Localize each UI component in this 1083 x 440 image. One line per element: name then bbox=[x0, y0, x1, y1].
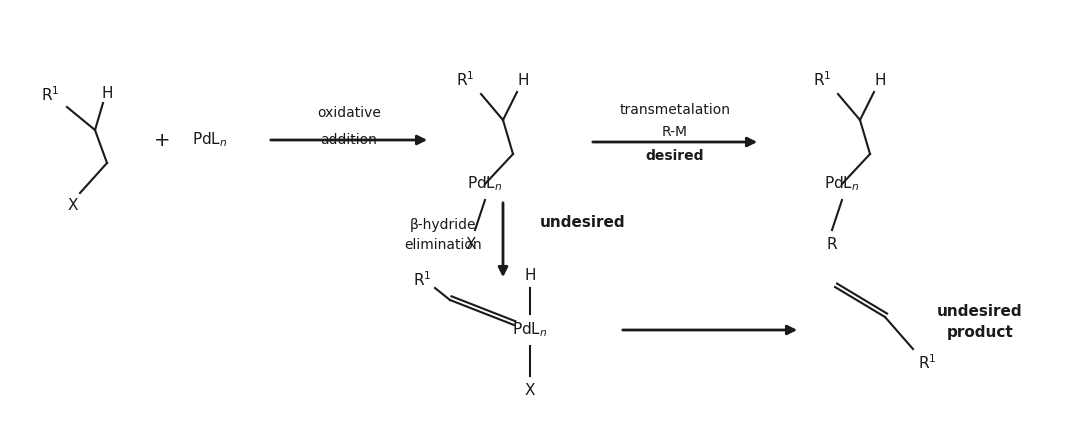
Text: β-hydride: β-hydride bbox=[409, 218, 477, 232]
Text: R$^1$: R$^1$ bbox=[917, 354, 936, 372]
Text: R$^1$: R$^1$ bbox=[413, 271, 431, 290]
Text: undesired: undesired bbox=[937, 304, 1022, 319]
Text: R-M: R-M bbox=[662, 125, 688, 139]
Text: elimination: elimination bbox=[404, 238, 482, 252]
Text: R$^1$: R$^1$ bbox=[456, 71, 474, 89]
Text: R$^1$: R$^1$ bbox=[41, 86, 60, 104]
Text: transmetalation: transmetalation bbox=[619, 103, 731, 117]
Text: H: H bbox=[101, 85, 113, 100]
Text: H: H bbox=[524, 268, 536, 282]
Text: PdL$_n$: PdL$_n$ bbox=[512, 321, 548, 339]
Text: +: + bbox=[154, 131, 170, 150]
Text: R$^1$: R$^1$ bbox=[812, 71, 832, 89]
Text: PdL$_n$: PdL$_n$ bbox=[824, 175, 860, 193]
Text: X: X bbox=[466, 237, 477, 252]
Text: X: X bbox=[68, 198, 78, 213]
Text: undesired: undesired bbox=[540, 214, 626, 230]
Text: R: R bbox=[826, 237, 837, 252]
Text: product: product bbox=[947, 326, 1014, 341]
Text: H: H bbox=[518, 73, 529, 88]
Text: addition: addition bbox=[321, 133, 378, 147]
Text: X: X bbox=[525, 382, 535, 397]
Text: PdL$_n$: PdL$_n$ bbox=[467, 175, 503, 193]
Text: H: H bbox=[874, 73, 886, 88]
Text: oxidative: oxidative bbox=[317, 106, 381, 120]
Text: PdL$_n$: PdL$_n$ bbox=[192, 131, 227, 149]
Text: desired: desired bbox=[645, 149, 704, 163]
